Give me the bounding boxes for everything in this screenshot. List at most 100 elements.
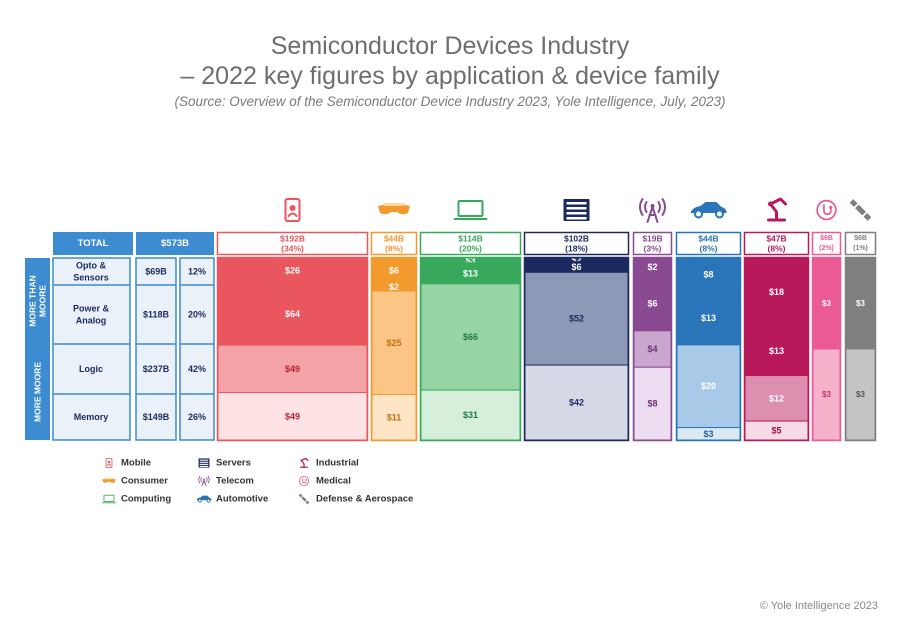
defense-aerospace-icon-body [301,496,307,502]
group-more-than-moore-cell [25,258,50,344]
family-name-column [52,257,131,441]
segment-label-industrial-2: $12 [769,393,784,403]
consumer-icon-headset [378,204,410,215]
app-share-automotive: (8%) [700,244,718,254]
app-total-servers: $102B [564,234,589,244]
family-value-power-analog: $118B [143,310,170,320]
defense-aerospace-icon-panel [849,199,858,207]
medical-icon [816,199,837,221]
family-value-memory: $149B [143,412,170,422]
segment-label-consumer-3: $11 [387,412,402,422]
group-more-moore-cell [25,344,50,440]
family-name-logic: Logic [79,364,103,374]
family-value-logic: $237B [143,364,170,374]
segment-automotive-2 [676,344,741,429]
servers-icon-slot [566,217,587,220]
app-column-frame-telecom [632,256,673,442]
servers-icon [563,199,590,221]
servers-icon-slot [566,212,587,215]
segment-label-mobile-2: $49 [285,364,300,374]
app-share-defense-aerospace: (1%) [853,245,868,252]
defense-aerospace-icon [849,199,872,221]
segment-telecom-3 [633,366,672,441]
legend-label-industrial: Industrial [316,458,359,469]
app-share-medical: (2%) [819,245,834,252]
app-share-computing: (20%) [459,244,482,254]
app-share-consumer: (8%) [385,244,403,254]
app-column-frame-automotive [675,256,742,442]
app-header-mobile [216,231,369,256]
telecom-icon-mast [201,479,207,487]
mobile-icon-shoulders [106,464,112,466]
segment-label-computing-3: $31 [463,410,478,420]
legend-label-servers: Servers [216,458,251,469]
servers-icon-rack [198,458,210,468]
app-total-telecom: $19B [642,234,662,244]
family-name-power-analog-line2: Analog [76,316,107,326]
industrial-icon [300,457,309,468]
app-column-frame-industrial [743,256,810,442]
family-value-column [135,257,177,441]
automotive-icon-wheel [197,498,202,503]
legend-label-telecom: Telecom [216,476,254,487]
segment-label-automotive-3: $3 [703,429,713,439]
legend-label-computing: Computing [121,494,171,505]
app-share-mobile: (34%) [281,244,304,254]
legend-label-defense-aerospace: Defense & Aerospace [316,494,413,505]
segment-label-medical-0: $3 [822,299,831,308]
mobile-icon-body [284,198,301,222]
app-header-servers [523,231,630,256]
segment-label-industrial-0: $18 [769,287,784,297]
legend-label-automotive: Automotive [216,494,268,505]
family-share-column [179,257,215,441]
segment-label-computing-2: $66 [463,332,478,342]
app-total-computing: $114B [458,234,483,244]
defense-aerospace-icon-panel [305,500,310,505]
industrial-icon [767,197,787,222]
app-total-mobile: $192B [280,234,305,244]
segment-label-industrial-3: $5 [771,426,781,436]
app-total-consumer: $44B [384,234,404,244]
consumer-icon-band [384,203,404,206]
family-name-opto-sensors-line2: Sensors [73,273,109,283]
segment-defense-aerospace-1 [845,348,876,441]
segment-label-consumer-2: $25 [386,338,401,348]
industrial-icon-joint [768,201,773,207]
segment-label-mobile-3: $49 [285,411,300,421]
telecom-icon [639,198,666,223]
total-label: TOTAL [78,238,109,249]
app-column-frame-servers [523,256,630,442]
segment-label-servers-3: $42 [569,398,584,408]
family-share-opto-sensors: 12% [188,267,206,277]
segment-label-mobile-0: $26 [285,266,300,276]
consumer-icon [378,203,410,215]
segment-telecom-2 [633,330,672,368]
automotive-icon [196,495,212,503]
segment-label-consumer-0: $6 [389,265,399,275]
app-header-medical [811,231,842,256]
app-share-industrial: (8%) [768,244,786,254]
segment-label-automotive-1: $13 [701,313,716,323]
app-column-frame-computing [419,256,522,442]
segment-label-telecom-1: $6 [647,299,657,309]
app-column-frame-mobile [216,256,369,442]
app-share-servers: (18%) [565,244,588,254]
defense-aerospace-icon [298,493,310,505]
family-name-memory: Memory [74,412,109,422]
app-share-telecom: (3%) [644,244,662,254]
computing-icon [453,200,488,220]
app-total-defense-aerospace: $6B [854,235,867,242]
servers-icon-slot [199,461,209,463]
defense-aerospace-icon-panel [863,213,872,221]
legend-label-consumer: Consumer [121,476,168,487]
app-header-defense-aerospace [844,231,877,256]
servers-icon [198,458,210,468]
automotive-icon-wheel [715,209,724,219]
segment-label-telecom-0: $2 [647,262,657,272]
source-note: (Source: Overview of the Semiconductor D… [174,94,726,109]
group-label-more-moore: MORE MOORE [33,362,43,422]
mobile-icon-avatar [289,205,296,211]
segment-medical-0 [812,257,841,350]
segment-label-automotive-0: $8 [703,270,713,280]
